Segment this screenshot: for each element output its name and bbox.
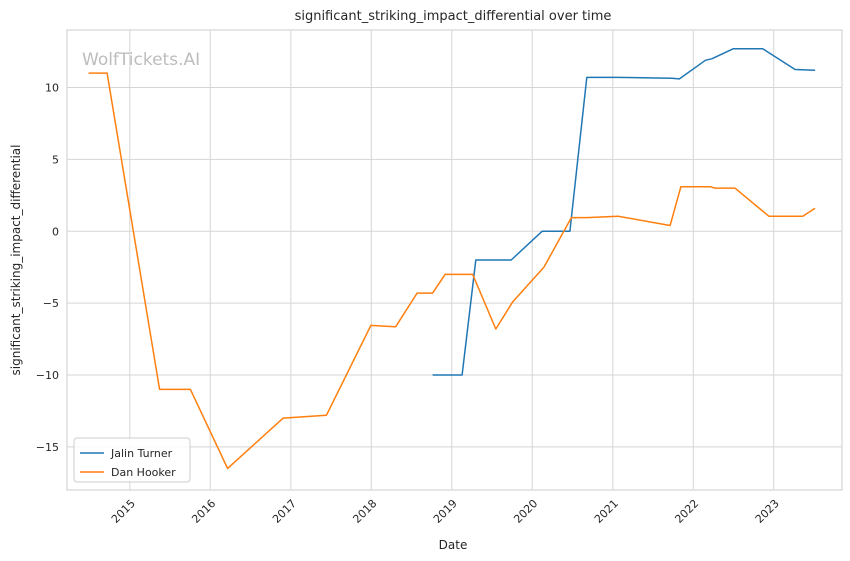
x-tick-label: 2020 <box>511 497 540 526</box>
legend-label-jalin-turner: Jalin Turner <box>110 447 173 460</box>
legend-box <box>73 437 191 483</box>
series-line-dan-hooker <box>88 72 816 470</box>
legend: Jalin Turner Dan Hooker <box>73 437 191 483</box>
series-line-jalin-turner <box>432 47 816 376</box>
series-lines <box>88 47 816 470</box>
legend-label-dan-hooker: Dan Hooker <box>111 466 176 479</box>
x-tick-label: 2015 <box>109 497 138 526</box>
y-tick-label: −15 <box>36 441 59 454</box>
y-axis-label: significant_striking_impact_differential <box>9 145 23 376</box>
x-axis-label: Date <box>439 538 468 552</box>
grid <box>67 30 842 490</box>
x-tick-label: 2022 <box>672 497 701 526</box>
watermark: WolfTickets.AI <box>82 50 200 70</box>
x-axis-ticks: 2015 2016 2017 2018 2019 2020 2021 2022 2023 <box>109 497 782 526</box>
y-axis-ticks: −15 −10 −5 0 5 10 <box>36 82 59 454</box>
x-tick-label: 2019 <box>431 497 460 526</box>
x-tick-label: 2016 <box>189 497 218 526</box>
y-tick-label: 5 <box>52 153 59 166</box>
x-tick-label: 2021 <box>592 497 621 526</box>
y-tick-label: −5 <box>43 297 59 310</box>
chart-title: significant_striking_impact_differential… <box>295 9 612 24</box>
y-tick-label: −10 <box>36 369 59 382</box>
plot-frame <box>66 29 843 491</box>
y-tick-label: 10 <box>45 82 59 95</box>
x-tick-label: 2018 <box>350 497 379 526</box>
x-tick-label: 2023 <box>753 497 782 526</box>
plot-area: WolfTickets.AI <box>66 29 843 491</box>
y-tick-label: 0 <box>52 225 59 238</box>
x-tick-label: 2017 <box>270 497 299 526</box>
